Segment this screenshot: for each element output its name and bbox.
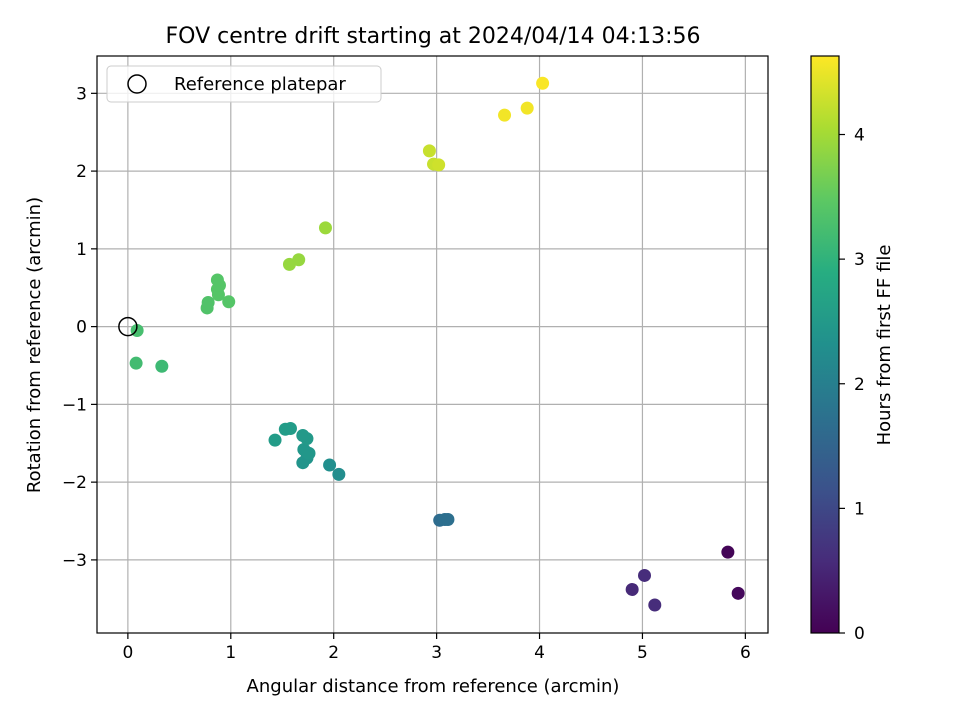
data-point [332,467,346,481]
colorbar-gradient [810,55,840,634]
data-point [520,101,534,115]
colorbar-tick-label: 2 [854,375,865,395]
data-point [731,586,745,600]
data-point [625,582,639,596]
data-point [201,296,215,310]
legend-label: Reference platepar [174,74,346,95]
plot-background [97,56,768,633]
data-point [323,458,337,472]
x-tick-label: 5 [637,643,648,663]
x-tick-label: 3 [431,643,442,663]
colorbar-tick-label: 4 [854,126,865,146]
x-tick-label: 4 [534,643,545,663]
y-tick-label: −2 [62,473,87,493]
data-point [155,359,169,373]
colorbar-tick-label: 0 [854,624,865,644]
y-axis-label: Rotation from reference (arcmin) [24,197,45,493]
colorbar-tick-label: 3 [854,250,865,270]
x-axis-label: Angular distance from reference (arcmin) [247,676,620,697]
reference-marker [118,316,138,337]
chart-title: FOV centre drift starting at 2024/04/14 … [166,24,701,49]
colorbar-tick-label: 1 [854,499,865,519]
data-point [222,295,236,309]
x-axis-ticks: 0 1 2 3 4 5 6 [122,633,751,663]
y-axis-ticks: −3 −2 −1 0 1 2 3 [62,84,97,571]
y-tick-label: 1 [76,240,87,260]
data-point [296,428,310,442]
data-point [422,144,436,158]
x-tick-label: 1 [225,643,236,663]
legend: Reference platepar [106,65,382,103]
y-tick-label: 0 [76,318,87,338]
grid-lines [97,56,768,633]
data-point [268,433,282,447]
data-point [498,108,512,122]
plot-area [96,55,769,634]
data-point [283,421,297,435]
data-point [129,356,143,370]
y-tick-label: 2 [76,162,87,182]
data-point [210,273,224,287]
x-tick-label: 2 [328,643,339,663]
data-point [432,158,446,172]
data-point [441,512,455,526]
x-tick-label: 0 [122,643,133,663]
data-point [648,598,662,612]
colorbar-label: Hours from first FF file [874,245,895,446]
legend-marker [127,74,147,94]
legend-box [106,65,382,103]
data-point [638,568,652,582]
data-point [318,221,332,235]
data-points [129,76,745,612]
data-point [721,545,735,559]
data-point [536,76,550,90]
plot-frame [96,55,769,634]
colorbar: 0 1 2 3 4 Hours from first FF file [810,55,895,644]
y-tick-label: 3 [76,84,87,104]
x-tick-label: 6 [740,643,751,663]
y-tick-label: −3 [62,551,87,571]
colorbar-ticks: 0 1 2 3 4 [839,126,865,644]
y-tick-label: −1 [62,395,87,415]
data-point [297,442,311,456]
data-point [292,253,306,267]
